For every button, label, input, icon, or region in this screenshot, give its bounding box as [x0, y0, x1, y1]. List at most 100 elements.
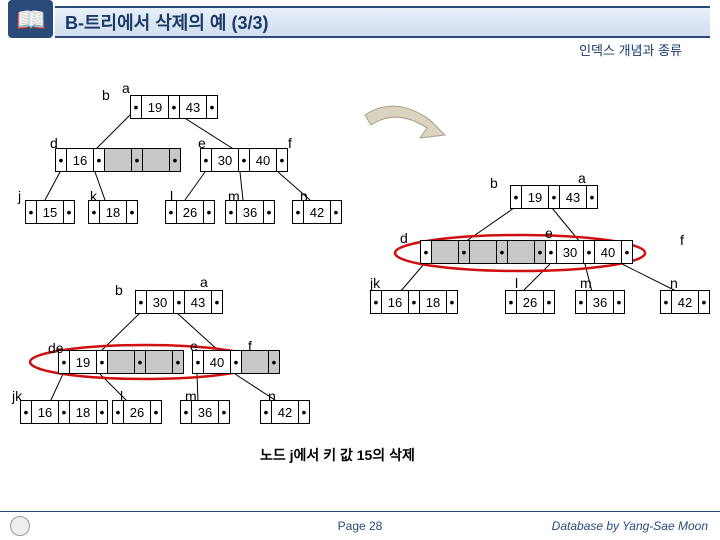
key-cell — [470, 241, 497, 263]
pointer-cell — [97, 351, 108, 373]
pointer-cell — [212, 291, 222, 313]
author: Database by Yang-Sae Moon — [552, 519, 708, 533]
pointer-cell — [166, 201, 177, 223]
pointer-cell — [699, 291, 709, 313]
pointer-cell — [549, 186, 560, 208]
university-logo-icon — [10, 516, 30, 536]
pointer-cell — [219, 401, 229, 423]
key-cell: 40 — [250, 149, 277, 171]
key-cell — [108, 351, 135, 373]
key-cell: 16 — [32, 401, 59, 423]
node-label: b — [115, 282, 123, 298]
btree-node: 1943 — [510, 185, 598, 209]
key-cell: 16 — [382, 291, 409, 313]
node-label: a — [122, 80, 130, 96]
node-label: d — [50, 135, 58, 151]
pointer-cell — [661, 291, 672, 313]
footer: Page 28 Database by Yang-Sae Moon — [0, 511, 720, 540]
pointer-cell — [622, 241, 632, 263]
key-cell: 42 — [672, 291, 699, 313]
key-cell: 15 — [37, 201, 64, 223]
btree-node: 36 — [575, 290, 625, 314]
pointer-cell — [277, 149, 287, 171]
node-label: m — [580, 275, 592, 291]
key-cell: 30 — [212, 149, 239, 171]
node-label: jk — [12, 388, 22, 404]
node-label: b — [102, 87, 110, 103]
key-cell: 40 — [595, 241, 622, 263]
node-label: e — [190, 338, 198, 354]
node-label: m — [185, 388, 197, 404]
btree-node: 15 — [25, 200, 75, 224]
node-label: b — [490, 175, 498, 191]
pointer-cell — [173, 351, 183, 373]
pointer-cell — [201, 149, 212, 171]
pointer-cell — [174, 291, 185, 313]
btree-node: 30 40 — [200, 148, 288, 172]
node-label: n — [670, 275, 678, 291]
btree-node: 19 — [58, 350, 184, 374]
key-cell — [143, 149, 170, 171]
pointer-cell — [511, 186, 522, 208]
key-cell: 18 — [420, 291, 447, 313]
key-cell: 43 — [185, 291, 212, 313]
key-cell: 42 — [272, 401, 299, 423]
pointer-cell — [151, 401, 161, 423]
node-label: a — [200, 274, 208, 290]
pointer-cell — [204, 201, 214, 223]
node-label: f — [680, 232, 684, 248]
pointer-cell — [89, 201, 100, 223]
pointer-cell — [170, 149, 180, 171]
pointer-cell — [207, 96, 217, 118]
key-cell: 26 — [517, 291, 544, 313]
node-label: l — [170, 188, 173, 204]
btree-node: 40 — [192, 350, 280, 374]
key-cell — [508, 241, 535, 263]
pointer-cell — [506, 291, 517, 313]
btree-node: 1943 — [130, 95, 218, 119]
pointer-cell — [299, 401, 309, 423]
pointer-cell — [447, 291, 457, 313]
pointer-cell — [371, 291, 382, 313]
pointer-cell — [239, 149, 250, 171]
pointer-cell — [546, 241, 557, 263]
node-label: e — [198, 135, 206, 151]
key-cell: 40 — [204, 351, 231, 373]
caption: 노드 j에서 키 값 15의 삭제 — [260, 445, 415, 465]
key-cell: 42 — [304, 201, 331, 223]
transition-arrow-icon — [355, 100, 455, 160]
node-label: f — [288, 135, 292, 151]
node-label: a — [578, 170, 586, 186]
node-label: l — [120, 388, 123, 404]
pointer-cell — [293, 201, 304, 223]
pointer-cell — [136, 291, 147, 313]
pointer-cell — [459, 241, 470, 263]
pointer-cell — [135, 351, 146, 373]
pointer-cell — [94, 149, 105, 171]
page-number: Page 28 — [338, 519, 383, 533]
node-label: k — [90, 188, 97, 204]
pointer-cell — [421, 241, 432, 263]
key-cell: 19 — [522, 186, 549, 208]
btree-node: 1618 — [370, 290, 458, 314]
pointer-cell — [181, 401, 192, 423]
pointer-cell — [26, 201, 37, 223]
btree-node — [420, 240, 546, 264]
pointer-cell — [131, 96, 142, 118]
node-label: d — [400, 230, 408, 246]
btree-node: 3040 — [545, 240, 633, 264]
key-cell: 30 — [147, 291, 174, 313]
pointer-cell — [614, 291, 624, 313]
key-cell: 26 — [124, 401, 151, 423]
pointer-cell — [264, 201, 274, 223]
btree-node: 42 — [660, 290, 710, 314]
node-label: de — [48, 340, 64, 356]
header-bar: B-트리에서 삭제의 예 (3/3) — [55, 6, 710, 38]
btree-node: 30 43 — [135, 290, 223, 314]
pointer-cell — [409, 291, 420, 313]
node-label: m — [228, 188, 240, 204]
header: B-트리에서 삭제의 예 (3/3) 인덱스 개념과 종류 — [0, 0, 720, 40]
node-label: l — [515, 275, 518, 291]
btree-node: 1618 — [20, 400, 108, 424]
pointer-cell — [261, 401, 272, 423]
